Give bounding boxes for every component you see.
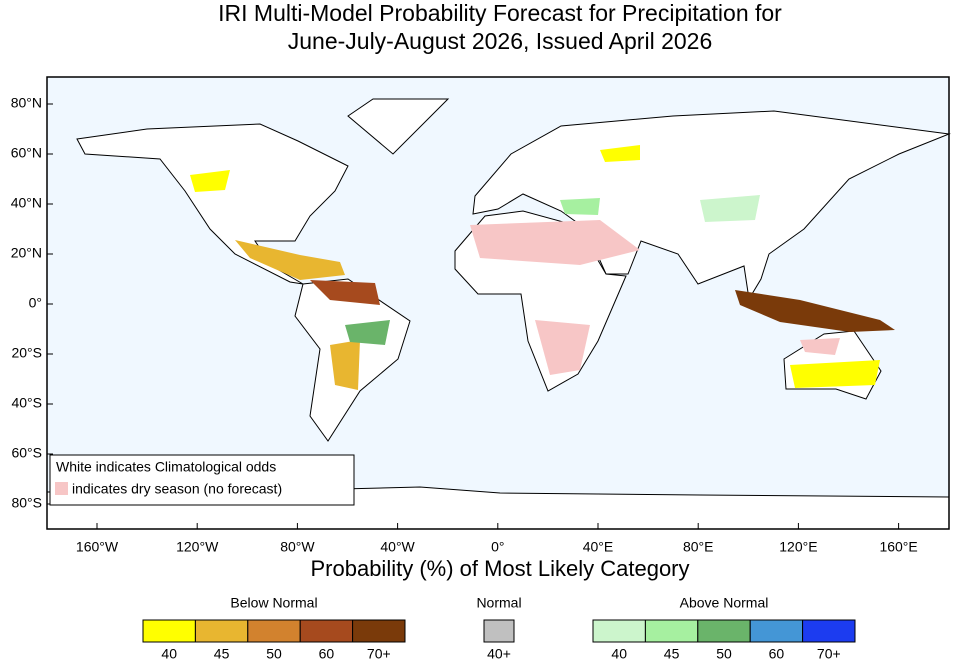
dry-anomaly — [235, 240, 345, 280]
dry-anomaly — [600, 145, 640, 162]
legend-label: 70+ — [817, 646, 841, 662]
legend-swatch — [142, 619, 196, 643]
greenland — [347, 98, 450, 155]
lat-label: 40°S — [11, 395, 42, 411]
lon-label: 120°W — [176, 539, 219, 555]
note-box: White indicates Climatological odds indi… — [49, 454, 355, 506]
legend-label: 60 — [769, 646, 785, 662]
dry-anomaly — [735, 290, 895, 332]
legend-swatch — [802, 619, 856, 643]
note-frame — [49, 454, 355, 506]
lat-label: 60°S — [11, 445, 42, 461]
dry-anomaly — [190, 170, 230, 192]
color-legend: Below Normal 40 45 50 60 70+ Normal 40+ Above No… — [142, 595, 856, 662]
lat-label: 80°N — [11, 95, 42, 111]
legend-label: 40 — [161, 646, 177, 662]
legend-label: 40 — [611, 646, 627, 662]
legend-swatch — [592, 619, 646, 643]
legend-label: 60 — [319, 646, 335, 662]
lon-label: 160°E — [879, 539, 917, 555]
lon-label: 0° — [491, 539, 504, 555]
lon-label: 40°E — [583, 539, 614, 555]
lat-label: 0° — [29, 295, 42, 311]
dry-swatch — [55, 482, 68, 495]
lon-label: 80°E — [683, 539, 714, 555]
lat-label: 40°N — [11, 195, 42, 211]
legend-swatch — [247, 619, 301, 643]
legend-swatch — [697, 619, 751, 643]
lon-label: 80°W — [280, 539, 315, 555]
legend-label: 45 — [664, 646, 680, 662]
graticule-labels: 80°N 60°N 40°N 20°N 0° 20°S 40°S 60°S 80°S 160°W 1… — [11, 95, 918, 555]
dry-anomaly — [790, 360, 880, 388]
legend-title: Normal — [476, 595, 521, 611]
title-line: IRI Multi-Model Probability Forecast for… — [218, 0, 782, 26]
wet-anomaly — [700, 195, 760, 222]
dry-season-area — [470, 220, 640, 265]
legend-swatch — [194, 619, 249, 643]
legend-swatch — [299, 619, 354, 643]
wet-anomaly — [560, 198, 600, 215]
x-axis-label: Probability (%) of Most Likely Category — [310, 556, 689, 581]
lon-label: 40°W — [380, 539, 415, 555]
legend-label: 40+ — [487, 646, 511, 662]
legend-label: 70+ — [367, 646, 391, 662]
note-text: indicates dry season (no forecast) — [72, 481, 282, 497]
note-text: White indicates Climatological odds — [56, 459, 276, 475]
lon-label: 160°W — [76, 539, 119, 555]
lat-label: 60°N — [11, 145, 42, 161]
lon-label: 120°E — [779, 539, 817, 555]
lat-label: 80°S — [11, 495, 42, 511]
legend-title: Below Normal — [230, 595, 317, 611]
legend-swatch — [483, 619, 515, 643]
legend-swatch — [352, 619, 406, 643]
legend-swatch — [749, 619, 804, 643]
title-line: June-July-August 2026, Issued April 2026 — [288, 28, 713, 54]
dry-season-area — [535, 320, 590, 375]
legend-label: 50 — [266, 646, 282, 662]
wet-anomaly — [345, 320, 390, 345]
lat-label: 20°N — [11, 245, 42, 261]
legend-swatch — [644, 619, 699, 643]
dry-anomaly — [310, 280, 380, 305]
legend-label: 45 — [214, 646, 230, 662]
dry-season-area — [800, 338, 840, 355]
legend-label: 50 — [716, 646, 732, 662]
dry-anomaly — [330, 340, 360, 390]
legend-title: Above Normal — [680, 595, 769, 611]
lat-label: 20°S — [11, 345, 42, 361]
